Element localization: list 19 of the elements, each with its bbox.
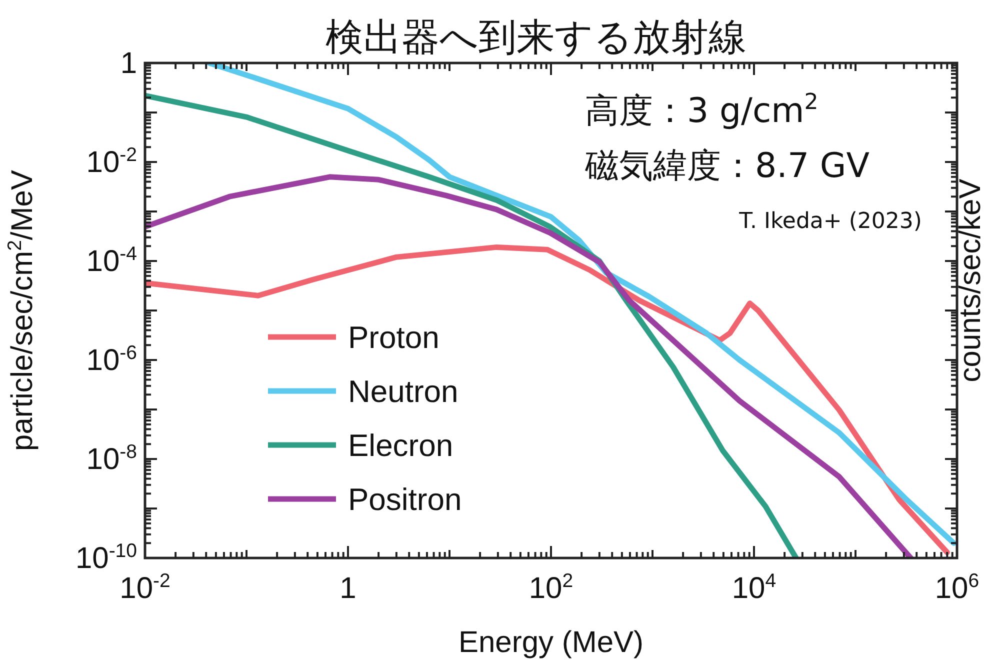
y-tick-label: 10$^{-2}$ [86,144,137,179]
chart-title: 検出器へ到来する放射線 [326,15,746,59]
x-tick-label: 10$^{6}$ [934,570,980,605]
x-tick-label: 10$^{4}$ [732,570,776,605]
annotation: 高度：3 g/cm$^{2}$ [585,89,818,131]
y-tick-label: 10$^{-4}$ [86,243,138,278]
x-tick-label: 10$^{2}$ [528,570,574,605]
legend-label: Elecron [348,428,454,463]
annotation: T. Ikeda+ (2023) [738,209,922,234]
y-tick-label: 1 [120,47,137,80]
x-axis-title: Energy (MeV) [458,626,644,659]
y2-axis-title: counts/sec/keV [954,178,987,382]
legend-label: Proton [348,320,440,355]
annotation: 磁気緯度：8.7 GV [584,146,870,186]
legend-label: Positron [348,482,462,517]
y-tick-label: 10$^{-8}$ [86,441,137,476]
x-tick-label: 1 [340,572,356,605]
legend-label: Neutron [348,374,458,409]
y-tick-label: 10$^{-6}$ [86,342,137,377]
